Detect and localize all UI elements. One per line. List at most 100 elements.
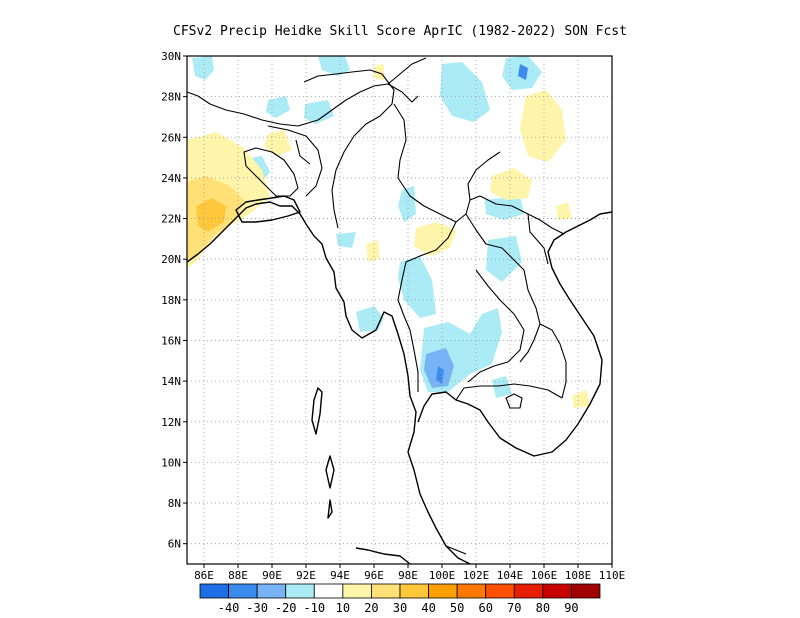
map-frame [186,55,613,565]
border-yunnan [387,57,501,201]
skill-patch-light-yellow [520,90,566,162]
skill-patch-orange [196,198,226,232]
x-tick-label: 88E [228,569,248,582]
colorbar-swatch [513,583,544,599]
skill-patch-light-yellow [366,240,380,262]
y-tick-label: 30N [161,50,181,63]
border-malaysia [445,545,467,555]
coastline-ganges-delta [235,195,301,223]
x-tick-label: 102E [463,569,490,582]
skill-shading [187,56,590,408]
colorbar-swatch [342,583,372,599]
x-axis: 86E 88E 90E 92E 94E 96E 98E 100E 102E 104E 106E 108… [194,564,625,582]
colorbar-swatch [456,583,487,599]
border-myanmar-north [303,69,395,229]
skill-patch-blue [436,366,444,384]
y-tick-label: 20N [161,253,181,266]
colorbar-swatch [228,583,258,599]
y-tick-label: 6N [168,538,181,551]
skill-patch-light-yellow [414,222,456,256]
border-northeast-india [267,125,323,197]
skill-patch-light-blue [304,100,334,124]
y-tick-label: 12N [161,416,181,429]
border-laos [465,213,541,363]
border-himalaya [186,83,419,127]
border-myanmar-china [393,103,481,223]
skill-patch-light-blue [318,56,350,76]
x-tick-label: 86E [194,569,214,582]
skill-patch-light-blue [356,306,384,332]
map-panel: 86E 88E 90E 92E 94E 96E 98E 100E 102E 104E 106E 108… [161,50,625,582]
colorbar-swatch [199,583,229,599]
x-tick-label: 104E [497,569,524,582]
x-tick-label: 90E [262,569,282,582]
skill-patch-light-yellow [556,202,572,220]
colorbar-label: 20 [364,601,378,615]
colorbar-label: 30 [393,601,407,615]
y-tick-label: 14N [161,375,181,388]
skill-patch-light-blue [485,196,524,220]
x-tick-label: 106E [531,569,558,582]
colorbar-label: 40 [421,601,435,615]
y-tick-label: 24N [161,172,181,185]
coastline-andaman-islands [311,387,335,519]
x-tick-label: 98E [398,569,418,582]
skill-patch-blue [518,64,528,80]
colorbar-swatch [313,583,344,599]
colorbar-label: -40 [218,601,240,615]
colorbar-label: -20 [275,601,297,615]
y-axis: 6N 8N 10N 12N 14N 16N 18N 20N 22N 24N 26N 28N 30N [161,50,187,551]
x-tick-label: 100E [429,569,456,582]
colorbar-swatch [571,583,601,599]
border-thailand-cambodia [455,383,563,401]
colorbar-label: -30 [246,601,268,615]
border-vietnam-laos [527,213,567,399]
y-tick-label: 16N [161,334,181,347]
y-tick-label: 22N [161,213,181,226]
skill-patch-light-blue [336,232,356,248]
colorbar-label: 10 [336,601,350,615]
colorbar-label: 50 [450,601,464,615]
y-tick-label: 8N [168,497,181,510]
skill-patch-light-yellow [572,390,590,408]
x-tick-label: 110E [599,569,626,582]
border-bangladesh [243,147,299,197]
skill-patch-light-yellow [264,130,292,156]
x-tick-label: 108E [565,569,592,582]
y-tick-label: 10N [161,456,181,469]
coastline-sri-lanka-sumatra [355,547,411,565]
skill-patch-light-yellow [490,168,532,200]
colorbar-label: 70 [507,601,521,615]
x-tick-label: 96E [364,569,384,582]
colorbar-label: -10 [303,601,325,615]
skill-patch-light-blue [398,186,416,222]
skill-patch-light-blue [192,56,214,80]
skill-patch-light-blue [486,236,522,282]
y-tick-label: 26N [161,131,181,144]
map-gridlines [187,56,612,564]
border-myanmar-thailand [397,221,457,392]
figure-title: CFSv2 Precip Heidke Skill Score AprIC (1… [173,24,627,39]
y-tick-label: 18N [161,294,181,307]
coastline-gulf-of-thailand [417,211,613,457]
coastline-bay-of-bengal [186,201,471,565]
colorbar-swatch [428,583,458,599]
colorbar-label: 60 [478,601,492,615]
border-thailand-laos [467,269,525,383]
colorbar-label: 80 [536,601,550,615]
colorbar: -40 -30 -20 -10 10 20 30 40 50 60 70 80 90 [199,583,601,615]
y-tick-label: 28N [161,91,181,104]
colorbar-swatch [285,583,315,599]
skill-patch-light-blue [398,256,436,318]
colorbar-swatch [542,583,572,599]
skill-patch-light-yellow [374,64,384,80]
colorbar-swatch [371,583,401,599]
skill-patch-light-blue [440,62,490,122]
x-tick-label: 94E [330,569,350,582]
x-tick-label: 92E [296,569,316,582]
map-outlines [186,57,613,565]
colorbar-label: 90 [564,601,578,615]
colorbar-swatch [399,583,429,599]
colorbar-swatch [485,583,515,599]
